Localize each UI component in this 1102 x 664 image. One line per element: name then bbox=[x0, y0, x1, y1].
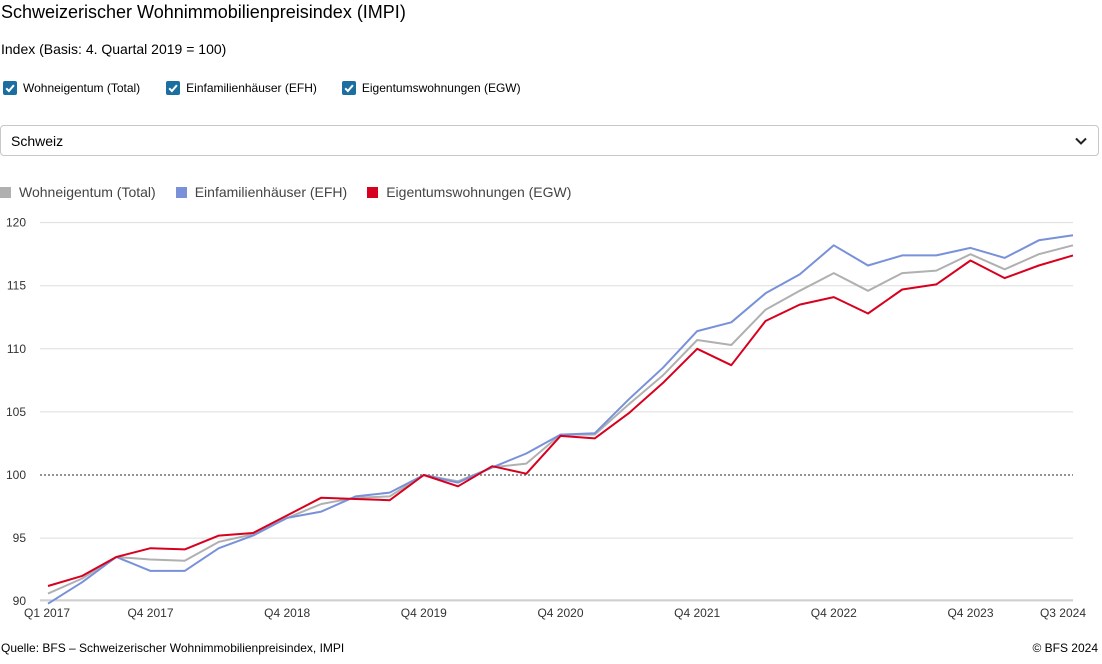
x-tick-label: Q4 2020 bbox=[537, 606, 583, 620]
series-line-total bbox=[47, 244, 1074, 595]
legend-item-total[interactable]: Wohneigentum (Total) bbox=[0, 184, 156, 200]
y-tick-label: 95 bbox=[13, 531, 27, 545]
chevron-down-icon[interactable] bbox=[1074, 133, 1088, 149]
legend-swatch-total bbox=[0, 186, 11, 198]
x-tick-label: Q4 2023 bbox=[947, 606, 993, 620]
legend-label-egw: Eigentumswohnungen (EGW) bbox=[386, 184, 572, 200]
series-checkbox-group: Wohneigentum (Total) Einfamilienhäuser (… bbox=[3, 81, 521, 95]
chart-title: Schweizerischer Wohnimmobilienpreisindex… bbox=[1, 2, 406, 22]
checkbox-checked-icon[interactable] bbox=[3, 81, 17, 95]
checkbox-checked-icon[interactable] bbox=[166, 81, 181, 95]
legend-label-total: Wohneigentum (Total) bbox=[19, 184, 156, 200]
x-tick-label: Q1 2017 bbox=[24, 606, 70, 620]
x-tick-label: Q4 2017 bbox=[127, 606, 173, 620]
chart-legend: Wohneigentum (Total) Einfamilienhäuser (… bbox=[0, 184, 591, 200]
series-line-egw bbox=[47, 254, 1074, 587]
x-tick-label: Q4 2019 bbox=[401, 606, 447, 620]
source-note: Quelle: BFS – Schweizerischer Wohnimmobi… bbox=[1, 641, 345, 655]
legend-swatch-egw bbox=[367, 186, 379, 198]
legend-label-efh: Einfamilienhäuser (EFH) bbox=[194, 184, 348, 200]
checkbox-egw[interactable]: Eigentumswohnungen (EGW) bbox=[341, 81, 521, 95]
chart-subtitle: Index (Basis: 4. Quartal 2019 = 100) bbox=[1, 41, 227, 57]
y-tick-label: 110 bbox=[7, 342, 26, 356]
legend-item-efh[interactable]: Einfamilienhäuser (EFH) bbox=[175, 184, 348, 200]
region-select-value: Schweiz bbox=[11, 132, 64, 149]
checkbox-label-total: Wohneigentum (Total) bbox=[23, 81, 141, 95]
checkbox-label-egw: Eigentumswohnungen (EGW) bbox=[361, 81, 521, 95]
region-select[interactable]: Schweiz bbox=[0, 125, 1099, 156]
y-tick-label: 115 bbox=[7, 279, 26, 293]
y-tick-label: 100 bbox=[6, 468, 26, 482]
x-tick-label: Q4 2018 bbox=[264, 606, 310, 620]
checkbox-checked-icon[interactable] bbox=[341, 81, 356, 95]
checkbox-total[interactable]: Wohneigentum (Total) bbox=[3, 81, 140, 95]
x-tick-label: Q4 2022 bbox=[811, 606, 857, 620]
checkbox-label-efh: Einfamilienhäuser (EFH) bbox=[186, 81, 317, 95]
y-tick-label: 90 bbox=[13, 594, 27, 608]
legend-item-egw[interactable]: Eigentumswohnungen (EGW) bbox=[367, 184, 571, 200]
x-tick-label: Q3 2024 bbox=[1040, 606, 1086, 620]
series-line-efh bbox=[47, 234, 1074, 605]
y-tick-label: 105 bbox=[6, 405, 26, 419]
y-tick-label: 120 bbox=[6, 216, 26, 230]
copyright-note: © BFS 2024 bbox=[1032, 641, 1098, 655]
x-tick-label: Q4 2021 bbox=[674, 606, 720, 620]
line-chart: 90 95 100 105 110 115 120 Q1 2017 Q4 2017 Q4 2018… bbox=[6, 216, 1086, 620]
checkbox-efh[interactable]: Einfamilienhäuser (EFH) bbox=[166, 81, 317, 95]
legend-swatch-efh bbox=[175, 186, 187, 198]
